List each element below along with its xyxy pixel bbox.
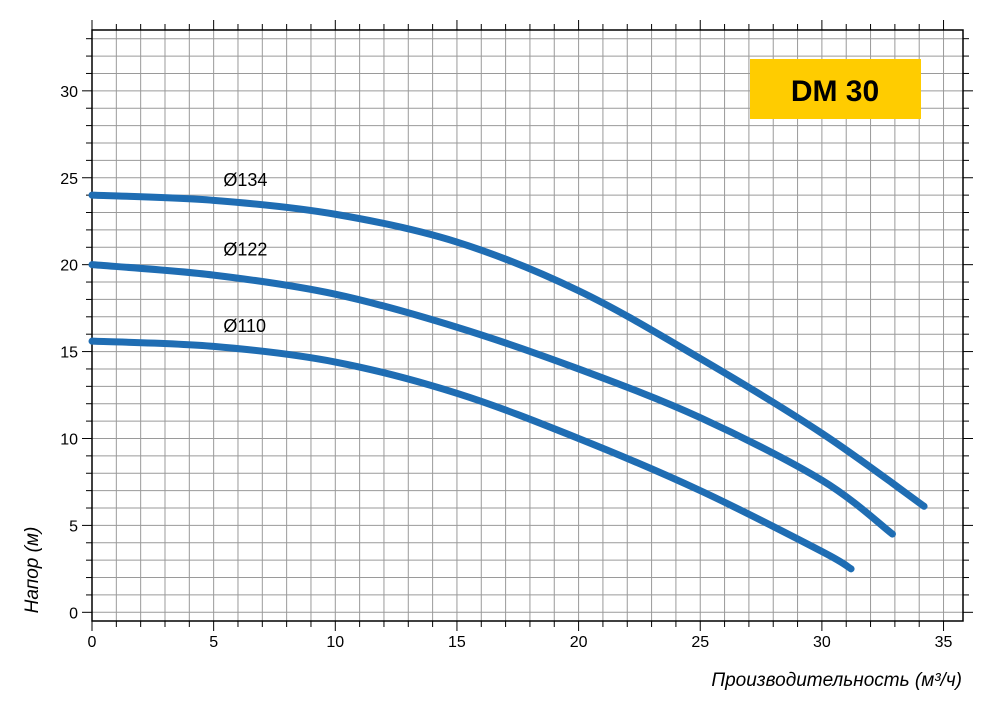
x-tick-label: 5 <box>209 634 218 651</box>
y-tick-labels: 0 5 10 15 20 25 30 <box>60 84 78 622</box>
series-label: Ø110 <box>223 316 266 336</box>
series <box>88 191 928 573</box>
y-tick-label: 5 <box>69 518 78 535</box>
y-tick-label: 15 <box>60 345 78 362</box>
x-tick-label: 10 <box>326 634 344 651</box>
x-tick-label: 20 <box>570 634 588 651</box>
series-line <box>88 261 896 538</box>
x-tick-label: 0 <box>88 634 97 651</box>
x-tick-label: 15 <box>448 634 466 651</box>
chart-title: DM 30 <box>791 75 879 108</box>
y-tick-label: 30 <box>60 84 78 101</box>
title-badge-background <box>750 59 921 119</box>
x-axis-title: Производительность (м³/ч) <box>711 670 962 691</box>
plot-frame <box>91 29 964 622</box>
series-label: Ø134 <box>223 170 267 190</box>
grid <box>92 30 963 621</box>
series-line <box>88 337 855 573</box>
y-tick-label: 20 <box>60 258 78 275</box>
y-tick-label: 0 <box>69 605 78 622</box>
y-tick-label: 10 <box>60 431 78 448</box>
x-tick-label: 25 <box>691 634 709 651</box>
x-tick-label: 35 <box>935 634 953 651</box>
x-tick-labels: 0 5 10 15 20 25 30 35 <box>88 634 953 651</box>
series-labels: Ø134 Ø122 Ø110 <box>223 170 267 336</box>
series-label: Ø122 <box>223 240 267 260</box>
series-line <box>88 191 928 510</box>
title-badge: DM 30 <box>750 59 921 119</box>
y-axis-title: Напор (м) <box>22 527 43 614</box>
outer-tick-marks <box>82 20 973 631</box>
y-tick-label: 25 <box>60 171 78 188</box>
x-tick-label: 30 <box>813 634 831 651</box>
